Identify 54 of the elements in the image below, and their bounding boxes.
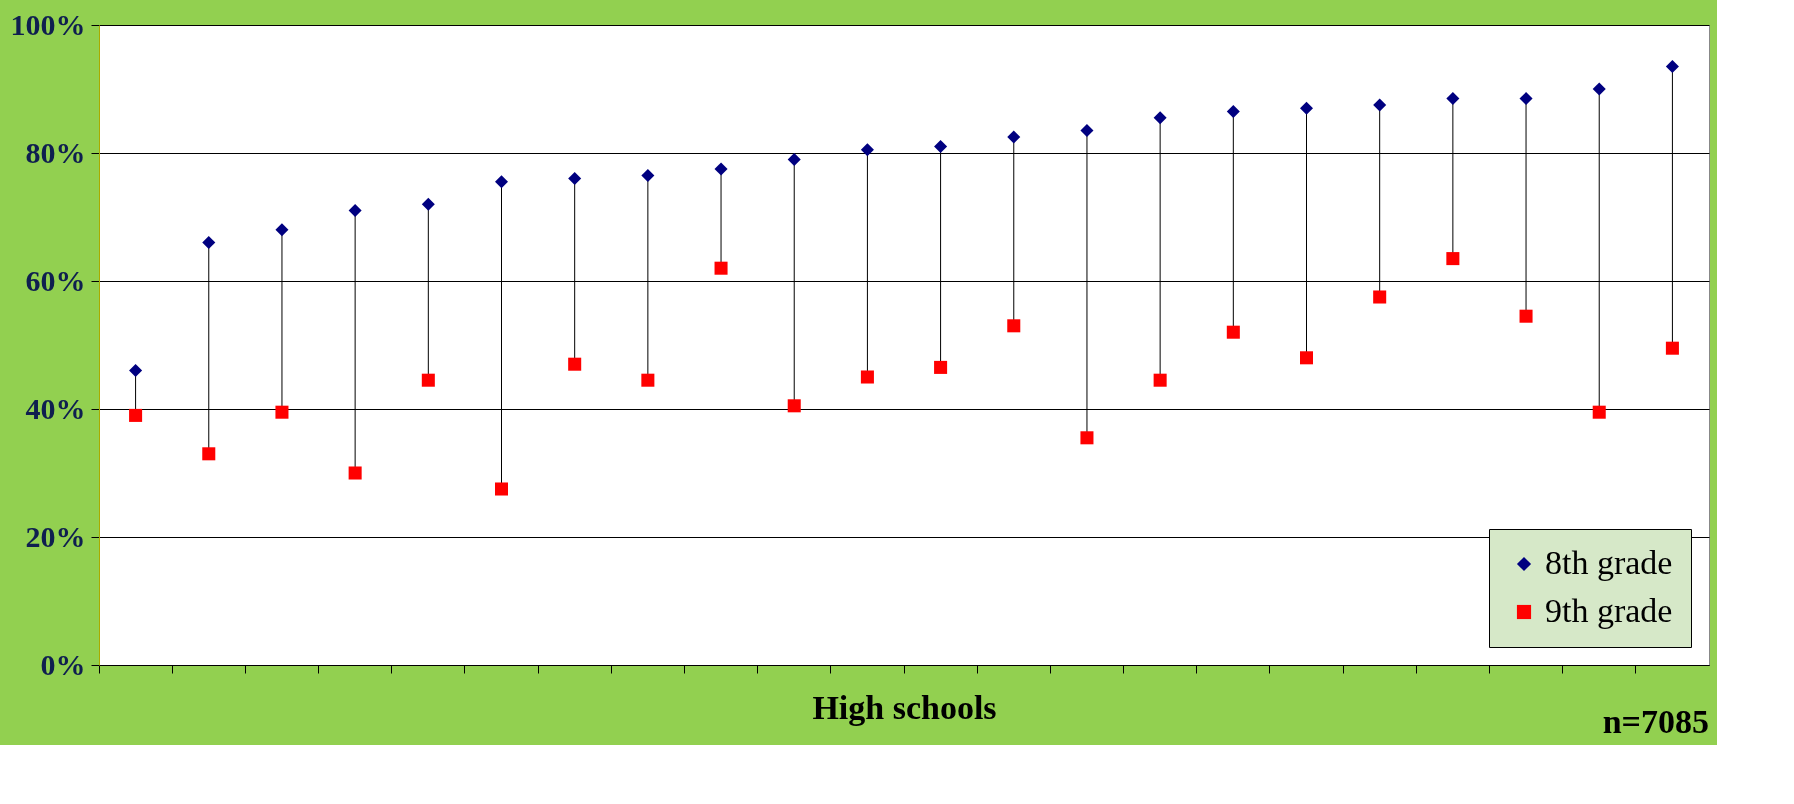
point	[1153, 111, 1167, 125]
text: n=7085	[1602, 702, 1709, 740]
point	[1007, 319, 1021, 333]
point	[494, 175, 509, 189]
point	[275, 223, 289, 237]
point	[787, 399, 801, 413]
point	[1373, 98, 1387, 112]
point	[860, 143, 874, 157]
point	[934, 140, 948, 154]
point	[1519, 309, 1533, 323]
point	[1226, 325, 1240, 339]
point	[1153, 373, 1167, 387]
point	[1080, 124, 1094, 138]
point	[275, 405, 289, 419]
point	[421, 197, 435, 211]
point	[348, 204, 362, 218]
y-tick-label: 40%	[25, 391, 86, 425]
y-tick-label: 100%	[10, 7, 86, 41]
legend-label: 8th grade	[1545, 544, 1673, 581]
y-tick-label: 0%	[40, 647, 86, 681]
point	[787, 152, 801, 166]
y-tick-label: 80%	[25, 135, 86, 169]
point	[641, 168, 655, 182]
legend-label: 9th grade	[1545, 592, 1673, 629]
point	[1592, 82, 1606, 96]
point	[1446, 252, 1460, 266]
point	[1519, 92, 1533, 106]
point	[1007, 130, 1021, 144]
y-tick-label: 60%	[25, 263, 86, 297]
point	[568, 172, 582, 186]
y-tick-label: 20%	[25, 519, 86, 553]
point	[1299, 351, 1314, 365]
point	[348, 466, 362, 480]
point	[568, 357, 582, 371]
x-axis-title: High schools	[812, 689, 997, 726]
point	[1446, 92, 1460, 106]
point	[1665, 341, 1679, 355]
point	[641, 373, 655, 387]
point	[421, 373, 435, 387]
point	[1592, 405, 1606, 419]
point	[202, 236, 216, 250]
point	[1226, 104, 1240, 118]
point	[494, 482, 509, 496]
point	[714, 261, 728, 275]
point	[202, 447, 216, 461]
point	[129, 408, 143, 422]
point	[1665, 60, 1679, 74]
point	[1373, 290, 1387, 304]
point	[1080, 431, 1094, 445]
point	[714, 162, 728, 176]
point	[860, 370, 874, 384]
point	[129, 364, 143, 378]
point	[1299, 101, 1314, 115]
point	[934, 360, 948, 374]
